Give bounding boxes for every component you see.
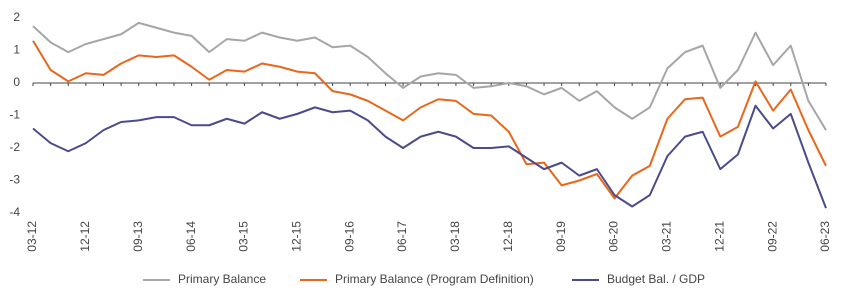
series-line: [32, 104, 827, 209]
x-tick-label: 06-20: [607, 221, 621, 252]
legend-label: Primary Balance: [178, 272, 266, 286]
y-tick-label: 1: [13, 43, 20, 57]
x-tick-label: 06-23: [818, 221, 832, 252]
y-tick-label: 0: [13, 75, 20, 89]
x-tick-label: 09-16: [342, 221, 356, 252]
x-tick-label: 06-14: [184, 221, 198, 252]
x-tick-label: 12-12: [78, 221, 92, 252]
y-tick-label: -1: [9, 108, 20, 122]
x-tick-label: 12-15: [290, 221, 304, 252]
legend-label: Primary Balance (Program Definition): [335, 272, 534, 286]
x-tick-label: 09-13: [131, 221, 145, 252]
x-tick-label: 09-19: [554, 221, 568, 252]
x-tick-label: 12-18: [501, 221, 515, 252]
x-tick-label: 12-21: [712, 221, 726, 252]
series-line: [32, 21, 827, 131]
x-tick-label: 03-18: [448, 221, 462, 252]
series-line: [32, 40, 827, 200]
legend-label: Budget Bal. / GDP: [607, 272, 705, 286]
x-tick-label: 03-12: [25, 221, 39, 252]
y-tick-label: -3: [9, 173, 20, 187]
y-tick-label: 2: [13, 10, 20, 24]
x-tick-label: 03-15: [237, 221, 251, 252]
x-tick-label: 06-17: [395, 221, 409, 252]
x-tick-label: 03-21: [660, 221, 674, 252]
y-tick-label: -4: [9, 205, 20, 219]
x-tick-label: 09-22: [765, 221, 779, 252]
y-tick-label: -2: [9, 140, 20, 154]
